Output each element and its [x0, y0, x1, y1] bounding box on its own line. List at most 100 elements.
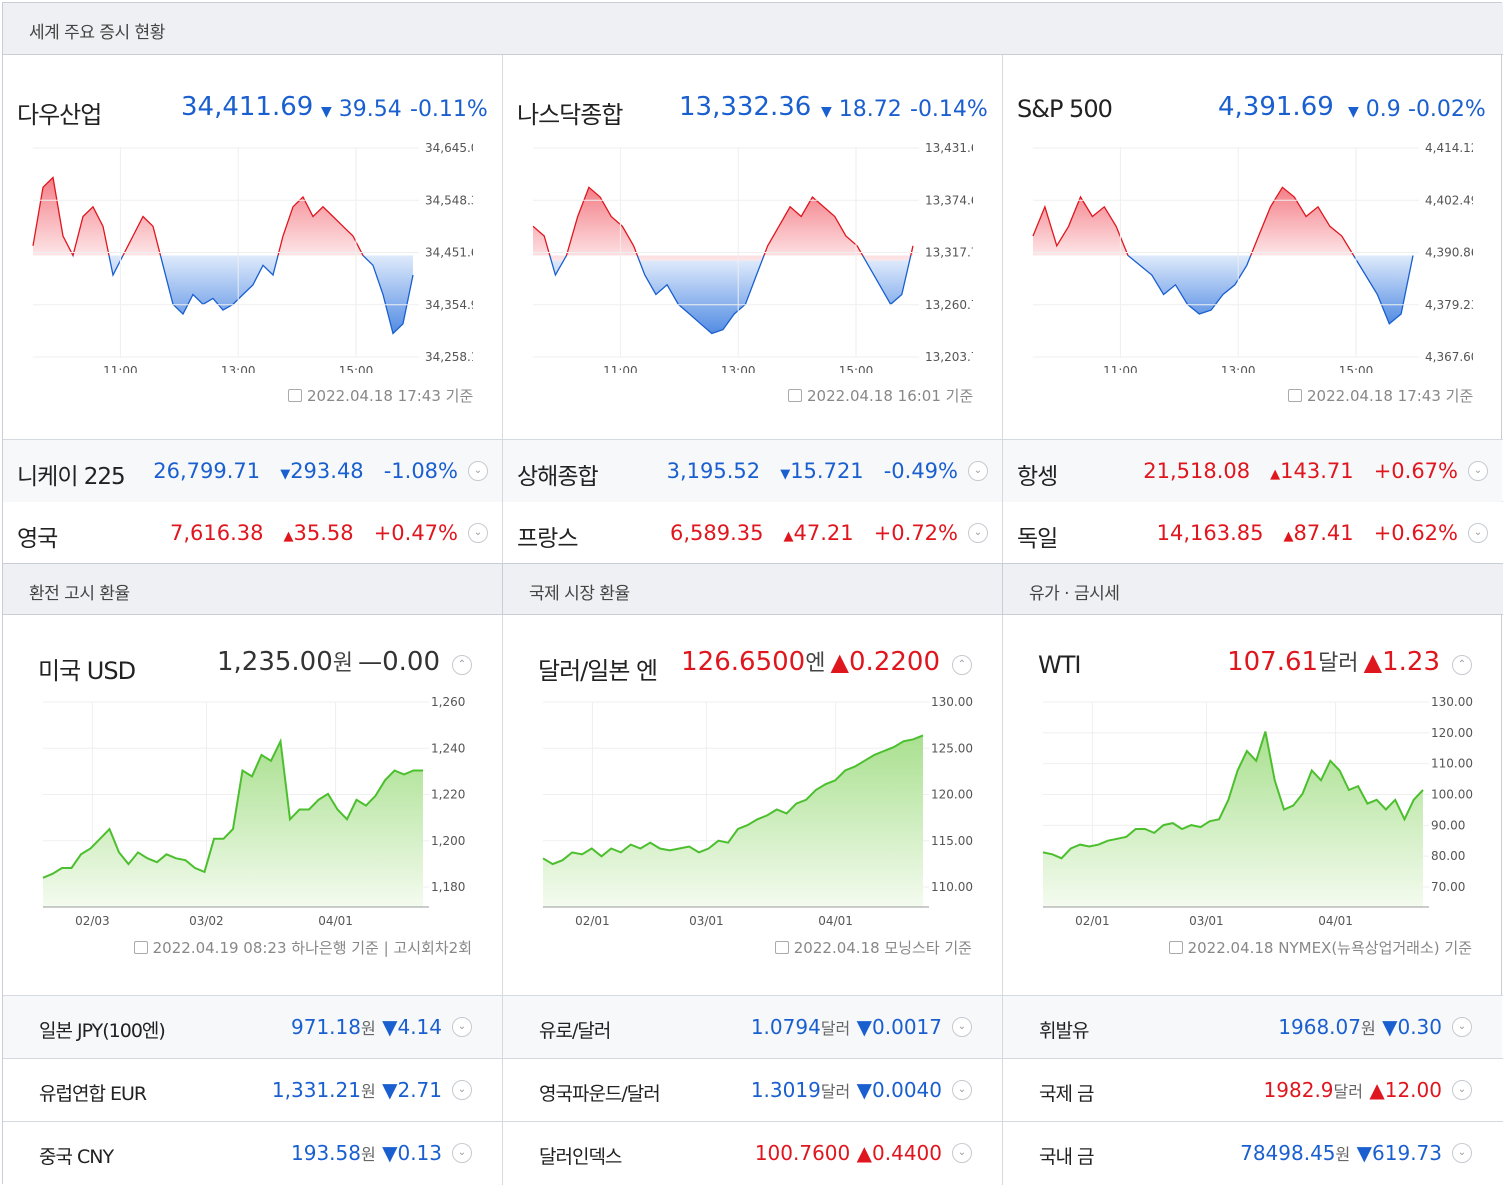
- index-value: 13,332.36: [679, 92, 812, 122]
- index-row[interactable]: 독일 14,163.85 ▲87.41 +0.62% ⌄: [1003, 502, 1502, 564]
- expand-chevron-icon[interactable]: ⌄: [1452, 1143, 1472, 1163]
- index-row[interactable]: 니케이 225 26,799.71 ▼293.48 -1.08% ⌄: [3, 440, 502, 502]
- fx-row[interactable]: 국제 금 1982.9달러 ▲12.00 ⌄: [1003, 1059, 1502, 1121]
- x-tick: 02/01: [1075, 914, 1110, 928]
- y-tick: 80.00: [1431, 849, 1465, 863]
- y-tick: 13,374.67: [925, 193, 973, 207]
- expand-chevron-icon[interactable]: ⌄: [1452, 1017, 1472, 1037]
- fx-panel[interactable]: WTI 107.61달러 ▲1.23 ⌃ 130.00 120.00 110.00 1…: [1003, 615, 1502, 995]
- expand-chevron-icon[interactable]: ⌄: [1452, 1080, 1472, 1100]
- fx-quote: 107.61달러 ▲1.23: [1227, 647, 1440, 677]
- x-tick: 13:00: [721, 364, 756, 373]
- collapse-chevron-up-icon[interactable]: ⌃: [452, 655, 472, 675]
- fx-row[interactable]: 중국 CNY 193.58원 ▼0.13 ⌄: [3, 1122, 502, 1184]
- fx-row[interactable]: 국내 금 78498.45원 ▼619.73 ⌄: [1003, 1122, 1502, 1184]
- index-change: ▼ 39.54: [321, 97, 402, 122]
- index-pct: -0.02%: [1408, 97, 1486, 122]
- fx-row[interactable]: 영국파운드/달러 1.3019달러 ▼0.0040 ⌄: [503, 1059, 1002, 1121]
- index-panel[interactable]: 다우산업 34,411.69 ▼ 39.54 -0.11% 34,645.093…: [3, 55, 502, 439]
- index-row[interactable]: 영국 7,616.38 ▲35.58 +0.47% ⌄: [3, 502, 502, 564]
- row-name: 중국 CNY: [39, 1146, 114, 1168]
- timestamp: 2022.04.18 16:01 기준: [788, 385, 973, 406]
- x-tick: 13:00: [221, 364, 256, 373]
- expand-chevron-icon[interactable]: ⌄: [468, 461, 488, 481]
- y-tick: 1,200: [431, 834, 465, 848]
- chart-container: 34,645.09 34,548.37 34,451.64 34,354.91 34,2…: [3, 141, 486, 378]
- world-indices-header: 세계 주요 증시 현황: [3, 3, 1503, 55]
- row-name: 니케이 225: [17, 464, 126, 490]
- fx-chart: 130.00 125.00 120.00 115.00 110.00 02/01 03/01…: [542, 695, 973, 928]
- y-tick: 120.00: [931, 788, 973, 802]
- x-tick: 03/02: [189, 914, 224, 928]
- y-tick: 130.00: [1431, 697, 1473, 709]
- expand-chevron-icon[interactable]: ⌄: [968, 461, 988, 481]
- y-tick: 4,402.49: [1425, 193, 1473, 207]
- fx-row[interactable]: 일본 JPY(100엔) 971.18원 ▼4.14 ⌄: [3, 996, 502, 1058]
- index-panel[interactable]: 나스닥종합 13,332.36 ▼ 18.72 -0.14% 13,431.64…: [503, 55, 1002, 439]
- index-panel[interactable]: S&P 500 4,391.69 ▼ 0.9 -0.02% 4,414.124,…: [1003, 55, 1502, 439]
- y-tick: 120.00: [1431, 726, 1473, 740]
- expand-chevron-icon[interactable]: ⌄: [452, 1080, 472, 1100]
- row-values: 100.7600 ▲0.4400: [754, 1141, 942, 1165]
- calendar-icon: [1168, 941, 1183, 954]
- chart-container: 4,414.12 4,402.49 4,390.86 4,379.23 4,367.60…: [1003, 141, 1478, 378]
- expand-chevron-icon[interactable]: ⌄: [468, 523, 488, 543]
- fx-name: 달러/일본 엔: [538, 657, 658, 685]
- fx-row[interactable]: 휘발유 1968.07원 ▼0.30 ⌄: [1003, 996, 1502, 1058]
- x-tick: 04/01: [318, 914, 353, 928]
- fx-name: 미국 USD: [38, 657, 136, 685]
- fx-panel[interactable]: 달러/일본 엔 126.6500엔 ▲0.2200 ⌃ 130.00 125.00…: [503, 615, 1002, 995]
- chart-container: 130.00 125.00 120.00 115.00 110.00 02/01 03/01…: [503, 695, 973, 951]
- y-tick: 34,354.91: [425, 298, 473, 312]
- expand-chevron-icon[interactable]: ⌄: [968, 523, 988, 543]
- row-values: 193.58원 ▼0.13: [291, 1141, 442, 1165]
- collapse-chevron-up-icon[interactable]: ⌃: [952, 655, 972, 675]
- fx-row[interactable]: 유럽연합 EUR 1,331.21원 ▼2.71 ⌄: [3, 1059, 502, 1121]
- row-name: 독일: [1017, 526, 1058, 552]
- y-tick: 34,258.19: [425, 350, 473, 364]
- index-name: 나스닥종합: [517, 101, 623, 129]
- y-tick: 4,367.60: [1425, 350, 1473, 364]
- expand-chevron-icon[interactable]: ⌄: [1468, 523, 1488, 543]
- y-tick: 1,240: [431, 741, 465, 755]
- expand-chevron-icon[interactable]: ⌄: [452, 1017, 472, 1037]
- y-tick: 34,548.37: [425, 193, 473, 207]
- oil-gold-title: 유가 · 금시세: [1029, 584, 1120, 604]
- row-name: 휘발유: [1039, 1020, 1089, 1042]
- expand-chevron-icon[interactable]: ⌄: [952, 1143, 972, 1163]
- chart-container: 1,260 1,240 1,220 1,200 1,180 02/03 03/02 04/01: [3, 695, 473, 951]
- expand-chevron-icon[interactable]: ⌄: [952, 1017, 972, 1037]
- index-row[interactable]: 상해종합 3,195.52 ▼15.721 -0.49% ⌄: [503, 440, 1002, 502]
- fx-panel[interactable]: 미국 USD 1,235.00원 —0.00 ⌃ 1,260 1,240 1,220…: [3, 615, 502, 995]
- x-tick: 13:00: [1221, 364, 1256, 373]
- x-tick: 15:00: [839, 364, 874, 373]
- collapse-chevron-up-icon[interactable]: ⌃: [1452, 655, 1472, 675]
- y-tick: 1,180: [431, 880, 465, 894]
- chart-container: 130.00 120.00 110.00 100.00 90.00 80.00 70.00 0…: [1003, 695, 1473, 951]
- x-tick: 11:00: [103, 364, 138, 373]
- row-values: 971.18원 ▼4.14: [291, 1015, 442, 1039]
- row-name: 영국: [17, 526, 58, 552]
- y-tick: 1,220: [431, 788, 465, 802]
- y-tick: 70.00: [1431, 880, 1465, 894]
- index-pct: -0.11%: [410, 97, 488, 122]
- expand-chevron-icon[interactable]: ⌄: [1468, 461, 1488, 481]
- row-values: 78498.45원 ▼619.73: [1240, 1141, 1442, 1165]
- y-tick: 34,645.09: [425, 143, 473, 155]
- row-values: 3,195.52 ▼15.721 -0.49%: [666, 459, 958, 483]
- fx-row[interactable]: 달러인덱스 100.7600 ▲0.4400 ⌄: [503, 1122, 1002, 1184]
- index-row[interactable]: 항셍 21,518.08 ▲143.71 +0.67% ⌄: [1003, 440, 1502, 502]
- index-row[interactable]: 프랑스 6,589.35 ▲47.21 +0.72% ⌄: [503, 502, 1002, 564]
- row-values: 14,163.85 ▲87.41 +0.62%: [1156, 521, 1458, 545]
- row-name: 일본 JPY(100엔): [39, 1020, 166, 1042]
- fx-row[interactable]: 유로/달러 1.0794달러 ▼0.0017 ⌄: [503, 996, 1002, 1058]
- x-tick: 02/01: [575, 914, 610, 928]
- fx-header: 환전 고시 환율 국제 시장 환율 유가 · 금시세: [3, 563, 1503, 616]
- fx-chart: 1,260 1,240 1,220 1,200 1,180 02/03 03/02 04/01: [42, 695, 465, 928]
- exchange-title: 환전 고시 환율: [29, 584, 130, 604]
- expand-chevron-icon[interactable]: ⌄: [452, 1143, 472, 1163]
- timestamp: 2022.04.18 모닝스타 기준: [774, 937, 972, 958]
- expand-chevron-icon[interactable]: ⌄: [952, 1080, 972, 1100]
- x-tick: 15:00: [339, 364, 374, 373]
- fx-chart: 130.00 120.00 110.00 100.00 90.00 80.00 70.00 0…: [1042, 695, 1473, 928]
